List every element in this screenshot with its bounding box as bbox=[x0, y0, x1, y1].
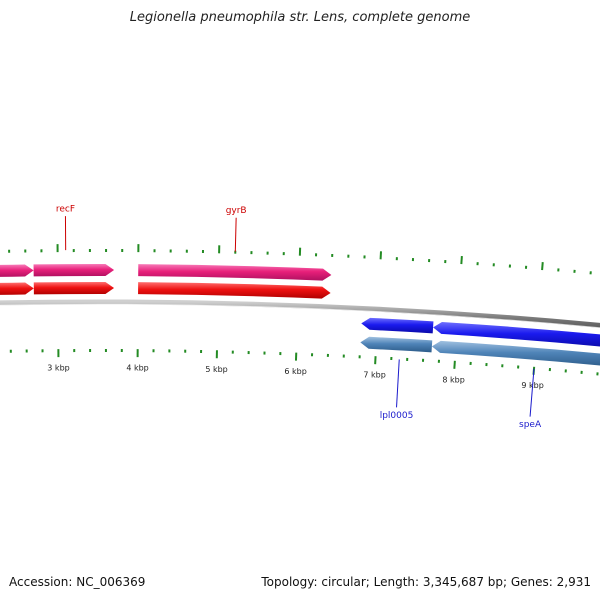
forward-gene-block bbox=[138, 264, 332, 281]
outer-tick bbox=[460, 256, 463, 265]
backbone-ring bbox=[0, 299, 600, 328]
inner-tick bbox=[453, 360, 456, 369]
gene-label-leader bbox=[396, 359, 400, 408]
gene-label-lpl0005[interactable]: lpl0005 bbox=[380, 411, 414, 421]
genome-summary-text: Topology: circular; Length: 3,345,687 bp… bbox=[261, 575, 591, 589]
gene-label-speA[interactable]: speA bbox=[519, 420, 542, 430]
feature-tracks bbox=[0, 263, 600, 366]
reverse-gene-block bbox=[361, 317, 434, 334]
gene-label-recF[interactable]: recF bbox=[56, 205, 75, 215]
forward-cds-block bbox=[0, 282, 34, 295]
ruler-label: 8 kbp bbox=[442, 375, 464, 384]
outer-tick-marks bbox=[8, 244, 592, 275]
genome-backbone bbox=[0, 299, 600, 329]
forward-gene-block bbox=[33, 263, 115, 277]
ruler-label: 5 kbp bbox=[205, 365, 227, 374]
forward-cds-block bbox=[138, 282, 331, 299]
ruler-label: 4 kbp bbox=[126, 364, 148, 373]
reverse-cds-block bbox=[431, 340, 600, 366]
ruler-label: 6 kbp bbox=[284, 367, 306, 376]
forward-cds-block bbox=[33, 281, 115, 295]
accession-text: Accession: NC_006369 bbox=[9, 575, 146, 589]
outer-tick bbox=[541, 262, 544, 271]
reverse-gene-block bbox=[433, 321, 600, 347]
gene-labels: recF gyrB lpl0005 speA bbox=[56, 205, 542, 430]
backbone-highlight bbox=[0, 303, 600, 329]
reverse-cds-block bbox=[360, 336, 433, 353]
forward-gene-block bbox=[0, 264, 34, 277]
ruler-label: 3 kbp bbox=[47, 364, 69, 373]
map-title: Legionella pneumophila str. Lens, comple… bbox=[129, 10, 471, 25]
gene-label-leader bbox=[529, 368, 535, 417]
gene-label-gyrB[interactable]: gyrB bbox=[226, 206, 247, 216]
gene-label-leader bbox=[234, 217, 237, 252]
ruler-label: 7 kbp bbox=[363, 371, 385, 380]
